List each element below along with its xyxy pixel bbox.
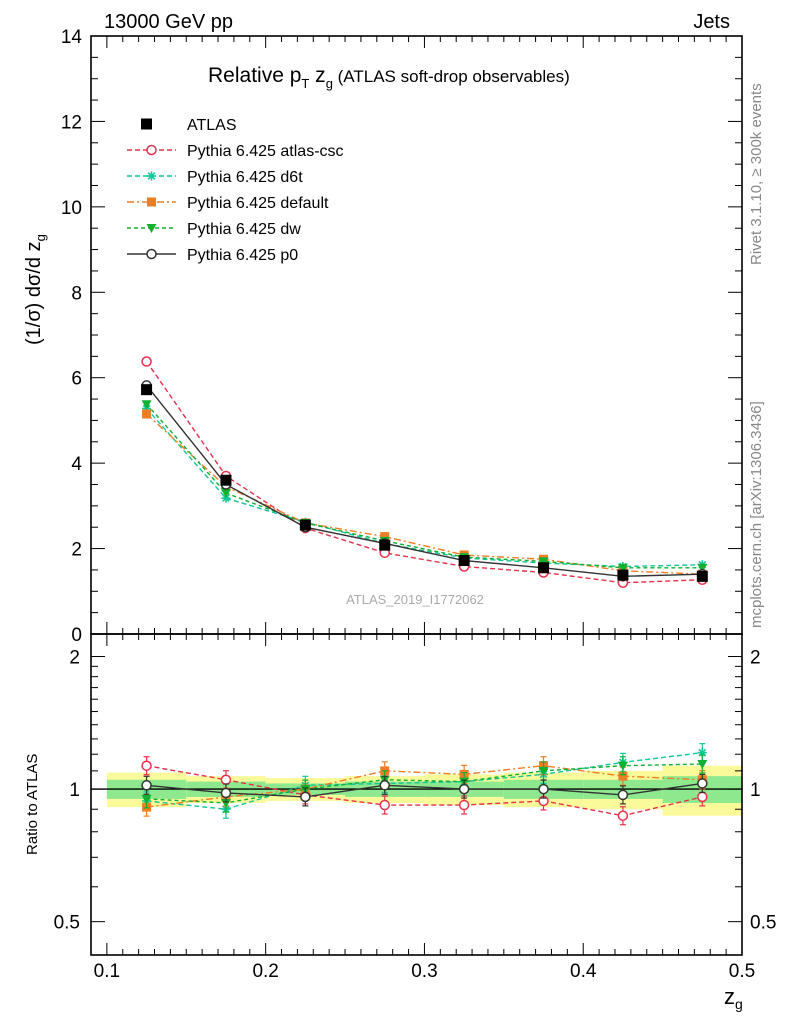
ratio-line-pythia-6-425-d6t: [146, 751, 703, 810]
ratio-point-pythia-6-425-atlas-csc: [220, 774, 232, 786]
ratio-point-pythia-6-425-p0: [300, 791, 311, 803]
ratio-point-pythia-6-425-atlas-csc: [379, 799, 390, 811]
ratio-point-pythia-6-425-dw: [538, 766, 549, 776]
series-line-pythia-6-425-default: [146, 413, 703, 575]
x-tick-label: 0.2: [252, 961, 278, 982]
y-tick-label: 6: [71, 369, 82, 390]
legend: ATLAS Pythia 6.425 atlas-csc Pythia 6.425 …: [127, 117, 344, 264]
legend-marker: [146, 144, 157, 156]
ratio-point-pythia-6-425-atlas-csc: [697, 791, 708, 803]
ratio-line-pythia-6-425-p0: [146, 782, 703, 798]
y-tick-label: 4: [71, 454, 82, 475]
x-axis-label-sub: g: [735, 996, 743, 1012]
legend-label: Pythia 6.425 default: [187, 195, 329, 212]
ratio-tick-label-right: 0.5: [750, 913, 776, 934]
y-tick-label: 10: [61, 198, 82, 219]
y-tick-label: 8: [71, 283, 82, 304]
ratio-line-pythia-6-425-dw: [146, 763, 703, 804]
ratio-axis-label: Ratio to ATLAS: [24, 754, 41, 855]
data-point-atlas: [220, 474, 232, 486]
ratio-point-pythia-6-425-p0: [697, 778, 708, 789]
legend-marker: [146, 248, 157, 260]
series-point-pythia-6-425-dw: [617, 563, 628, 573]
ratio-tick-label-right: 1: [750, 780, 761, 801]
ratio-panel-frame: [90, 633, 743, 956]
data-point-atlas: [696, 570, 708, 582]
ratio-point-pythia-6-425-dw: [141, 794, 152, 804]
chart-title-var: z: [309, 64, 325, 87]
legend-label: ATLAS: [187, 117, 237, 134]
legend-marker: [146, 224, 157, 233]
series-layer: [141, 356, 708, 826]
chart-title-sub: g: [326, 76, 333, 91]
ratio-line-pythia-6-425-atlas-csc: [146, 765, 703, 817]
marker-stroke: [222, 494, 230, 503]
ratio-point-pythia-6-425-dw: [617, 761, 628, 771]
y-tick-label: 12: [61, 112, 82, 133]
series-point-pythia-6-425-dw: [220, 489, 231, 499]
y-tick-label: 14: [61, 27, 83, 48]
y-axis-label-sub: g: [33, 234, 48, 241]
ratio-tick-label-left: 2: [69, 648, 80, 669]
ratio-line-pythia-6-425-default: [146, 765, 703, 808]
series-point-pythia-6-425-dw: [141, 400, 152, 410]
ratio-tick-label-right: 2: [750, 648, 761, 669]
series-point-pythia-6-425-dw: [697, 563, 708, 573]
legend-marker: [147, 171, 156, 181]
legend-label: Pythia 6.425 atlas-csc: [187, 143, 344, 160]
data-point-atlas: [379, 539, 391, 551]
chart-title-suffix: (ATLAS soft-drop observables): [333, 67, 570, 86]
ratio-point-pythia-6-425-p0: [220, 787, 232, 799]
ratio-point-pythia-6-425-p0: [458, 783, 470, 795]
chart-title-sub: T: [301, 76, 309, 91]
header-right: Jets: [693, 11, 730, 33]
series-point-pythia-6-425-default: [142, 409, 152, 419]
series-point-pythia-6-425-atlas-csc: [141, 356, 152, 367]
chart-title: Relative pT zg (ATLAS soft-drop observab…: [208, 64, 570, 91]
legend-marker: [147, 197, 156, 207]
ratio-point-pythia-6-425-p0: [379, 780, 390, 791]
data-point-atlas: [538, 562, 550, 574]
y-axis-label: (1/σ) dσ/d zg: [23, 234, 48, 345]
ratio-point-pythia-6-425-default: [618, 771, 628, 781]
ratio-point-pythia-6-425-p0: [617, 789, 629, 801]
legend-label: Pythia 6.425 dw: [187, 221, 301, 238]
ratio-point-pythia-6-425-atlas-csc: [141, 760, 152, 771]
legend-label: Pythia 6.425 p0: [187, 247, 298, 264]
data-point-atlas: [299, 519, 311, 531]
watermark: ATLAS_2019_I1772062: [346, 592, 484, 607]
text-layer: 13000 GeV pp Jets ATLAS_2019_I1772062 Ri…: [23, 11, 776, 1012]
ratio-point-pythia-6-425-p0: [538, 783, 549, 795]
y-tick-label: 2: [71, 540, 82, 561]
axes: [90, 35, 743, 956]
legend-label: Pythia 6.425 d6t: [187, 169, 303, 186]
data-point-atlas: [141, 384, 153, 396]
series-point-pythia-6-425-dw: [538, 557, 549, 567]
side-label-mcplots: mcplots.cern.ch [arXiv:1306.3436]: [748, 401, 765, 628]
header-left: 13000 GeV pp: [104, 11, 233, 33]
ratio-tick-label-left: 1: [69, 780, 80, 801]
series-line-pythia-6-425-p0: [146, 384, 703, 578]
ratio-tick-label-left: 0.5: [54, 913, 80, 934]
series-point-pythia-6-425-default: [380, 532, 390, 542]
ratio-point-pythia-6-425-atlas-csc: [617, 810, 629, 821]
x-tick-label: 0.5: [729, 961, 755, 982]
side-label-rivet: Rivet 3.1.10, ≥ 300k events: [748, 83, 765, 265]
x-axis-label: zg: [724, 984, 743, 1012]
legend-marker-atlas: [141, 118, 152, 130]
data-point-atlas: [617, 569, 629, 581]
series-line-pythia-6-425-dw: [146, 403, 703, 569]
ratio-point-pythia-6-425-p0: [141, 780, 152, 791]
marker-stroke: [147, 172, 156, 180]
ratio-point-pythia-6-425-dw: [220, 798, 231, 808]
data-point-atlas: [458, 555, 470, 567]
x-tick-label: 0.4: [570, 961, 597, 982]
y-tick-label: 0: [71, 625, 82, 646]
ratio-point-pythia-6-425-atlas-csc: [458, 799, 470, 811]
x-tick-label: 0.3: [411, 961, 437, 982]
series-line-pythia-6-425-atlas-csc: [145, 361, 703, 584]
ratio-point-pythia-6-425-dw: [697, 760, 708, 770]
x-tick-label: 0.1: [94, 961, 120, 982]
